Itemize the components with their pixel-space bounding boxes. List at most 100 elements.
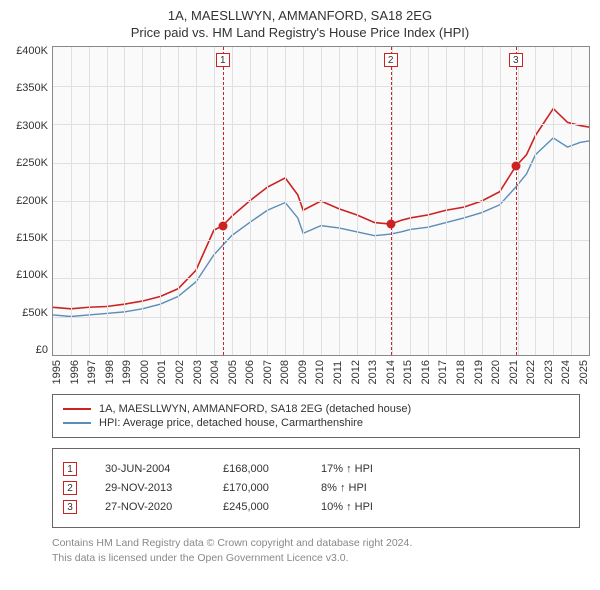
chart-subtitle: Price paid vs. HM Land Registry's House … bbox=[10, 25, 590, 40]
x-tick-label: 2001 bbox=[157, 360, 168, 384]
gridline bbox=[321, 47, 322, 355]
x-tick-label: 2013 bbox=[368, 360, 379, 384]
gridline bbox=[232, 47, 233, 355]
x-tick-label: 2014 bbox=[386, 360, 397, 384]
event-price: £245,000 bbox=[223, 501, 293, 513]
gridline bbox=[160, 47, 161, 355]
gridline bbox=[553, 47, 554, 355]
gridline bbox=[392, 47, 393, 355]
legend-label: HPI: Average price, detached house, Carm… bbox=[99, 417, 363, 429]
event-vline bbox=[223, 47, 224, 355]
gridline bbox=[500, 47, 501, 355]
x-tick-label: 1995 bbox=[52, 360, 63, 384]
gridline bbox=[428, 47, 429, 355]
event-date: 29-NOV-2013 bbox=[105, 482, 195, 494]
gridline bbox=[285, 47, 286, 355]
event-row: 3 27-NOV-2020 £245,000 10% ↑ HPI bbox=[63, 500, 569, 514]
y-tick-label: £150K bbox=[10, 233, 48, 244]
x-tick-label: 2023 bbox=[544, 360, 555, 384]
x-tick-label: 2003 bbox=[193, 360, 204, 384]
x-tick-label: 2022 bbox=[526, 360, 537, 384]
x-tick-label: 2017 bbox=[438, 360, 449, 384]
legend-row: HPI: Average price, detached house, Carm… bbox=[63, 417, 569, 429]
x-tick-label: 2024 bbox=[561, 360, 572, 384]
x-tick-label: 2025 bbox=[579, 360, 590, 384]
x-tick-label: 2002 bbox=[175, 360, 186, 384]
gridline bbox=[107, 47, 108, 355]
y-tick-label: £100K bbox=[10, 270, 48, 281]
x-tick-label: 2007 bbox=[263, 360, 274, 384]
event-number: 1 bbox=[63, 462, 77, 476]
y-tick-label: £250K bbox=[10, 158, 48, 169]
event-vline bbox=[391, 47, 392, 355]
gridline bbox=[375, 47, 376, 355]
x-tick-label: 1998 bbox=[105, 360, 116, 384]
x-tick-label: 1999 bbox=[122, 360, 133, 384]
x-tick-label: 2005 bbox=[228, 360, 239, 384]
event-price: £168,000 bbox=[223, 463, 293, 475]
event-row: 1 30-JUN-2004 £168,000 17% ↑ HPI bbox=[63, 462, 569, 476]
gridline bbox=[410, 47, 411, 355]
gridline bbox=[357, 47, 358, 355]
gridline bbox=[89, 47, 90, 355]
chart-title: 1A, MAESLLWYN, AMMANFORD, SA18 2EG bbox=[10, 8, 590, 23]
x-tick-label: 2012 bbox=[351, 360, 362, 384]
event-row: 229-NOV-2013£170,0008% ↑ HPI bbox=[63, 481, 569, 495]
gridline bbox=[339, 47, 340, 355]
event-dot bbox=[386, 220, 395, 229]
gridline bbox=[303, 47, 304, 355]
legend-swatch bbox=[63, 408, 91, 410]
event-diff: 8% ↑ HPI bbox=[321, 482, 401, 494]
events-table: 1 30-JUN-2004 £168,000 17% ↑ HPI 2 29-NOV-201… bbox=[52, 448, 580, 528]
event-number: 2 bbox=[63, 481, 77, 495]
x-tick-label: 2021 bbox=[509, 360, 520, 384]
legend: 1A, MAESLLWYN, AMMANFORD, SA18 2EG (deta… bbox=[52, 394, 580, 438]
x-tick-label: 2018 bbox=[456, 360, 467, 384]
y-tick-label: £200K bbox=[10, 196, 48, 207]
y-tick-label: £300K bbox=[10, 121, 48, 132]
event-marker-box: 3 bbox=[509, 53, 523, 67]
y-tick-label: £50K bbox=[10, 308, 48, 319]
gridline bbox=[482, 47, 483, 355]
gridline bbox=[214, 47, 215, 355]
x-tick-label: 2006 bbox=[245, 360, 256, 384]
event-number: 3 bbox=[63, 500, 77, 514]
y-tick-label: £350K bbox=[10, 83, 48, 94]
y-axis: £400K£350K£300K£250K£200K£150K£100K£50K£… bbox=[10, 46, 52, 356]
x-tick-label: 2010 bbox=[315, 360, 326, 384]
gridline bbox=[446, 47, 447, 355]
chart-container: 1A, MAESLLWYN, AMMANFORD, SA18 2EG Price… bbox=[0, 0, 600, 570]
x-axis: 1995199619971998199920002001200220032004… bbox=[52, 356, 590, 384]
event-dot bbox=[511, 162, 520, 171]
event-marker-box: 1 bbox=[216, 53, 230, 67]
attribution-line: Contains HM Land Registry data © Crown c… bbox=[52, 536, 580, 551]
gridline bbox=[250, 47, 251, 355]
x-tick-label: 2011 bbox=[333, 360, 344, 384]
gridline bbox=[124, 47, 125, 355]
event-dot bbox=[218, 221, 227, 230]
gridline bbox=[535, 47, 536, 355]
x-tick-label: 2015 bbox=[403, 360, 414, 384]
x-tick-label: 2008 bbox=[280, 360, 291, 384]
x-tick-label: 1997 bbox=[87, 360, 98, 384]
x-tick-label: 2009 bbox=[298, 360, 309, 384]
gridline bbox=[196, 47, 197, 355]
event-diff: 10% ↑ HPI bbox=[321, 501, 401, 513]
gridline bbox=[267, 47, 268, 355]
event-date: 27-NOV-2020 bbox=[105, 501, 195, 513]
attribution-line: This data is licensed under the Open Gov… bbox=[52, 551, 580, 566]
gridline bbox=[142, 47, 143, 355]
event-diff: 17% ↑ HPI bbox=[321, 463, 401, 475]
legend-label: 1A, MAESLLWYN, AMMANFORD, SA18 2EG (deta… bbox=[99, 403, 411, 415]
event-date: 30-JUN-2004 bbox=[105, 463, 195, 475]
y-tick-label: £400K bbox=[10, 46, 48, 57]
x-tick-label: 2016 bbox=[421, 360, 432, 384]
x-tick-label: 2019 bbox=[474, 360, 485, 384]
plot-area: £400K£350K£300K£250K£200K£150K£100K£50K£… bbox=[10, 46, 590, 356]
legend-row: 1A, MAESLLWYN, AMMANFORD, SA18 2EG (deta… bbox=[63, 403, 569, 415]
x-tick-label: 2000 bbox=[140, 360, 151, 384]
event-marker-box: 2 bbox=[384, 53, 398, 67]
x-tick-label: 2020 bbox=[491, 360, 502, 384]
gridline bbox=[464, 47, 465, 355]
x-tick-label: 1996 bbox=[70, 360, 81, 384]
